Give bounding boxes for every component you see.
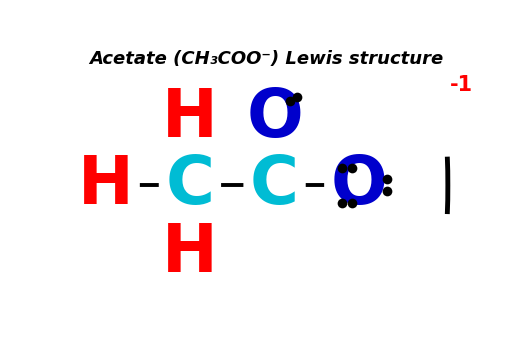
Text: H: H (162, 220, 218, 286)
Text: C: C (165, 152, 214, 218)
Text: H: H (162, 85, 218, 151)
Text: O: O (246, 85, 303, 151)
Text: H: H (77, 152, 133, 218)
Text: O: O (331, 152, 387, 218)
Text: O: O (331, 152, 387, 218)
Text: C: C (250, 152, 299, 218)
Text: H: H (162, 85, 218, 151)
Text: H: H (162, 220, 218, 286)
Text: C: C (250, 152, 299, 218)
Text: -1: -1 (450, 74, 473, 94)
Text: H: H (77, 152, 133, 218)
Text: Acetate (CH₃COO⁻) Lewis structure: Acetate (CH₃COO⁻) Lewis structure (89, 50, 444, 68)
Text: O: O (246, 85, 303, 151)
Text: C: C (165, 152, 214, 218)
